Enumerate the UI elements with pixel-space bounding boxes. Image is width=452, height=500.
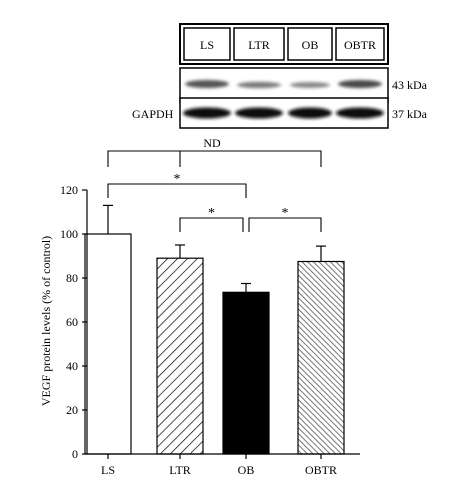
lane-cells — [183, 27, 385, 61]
gapdh-band-ob — [288, 107, 332, 119]
vegf-band-obtr — [338, 80, 382, 88]
x-tick-label-ls: LS — [101, 463, 115, 477]
x-tick-label-ob: OB — [238, 463, 255, 477]
lane-cell-obtr — [335, 27, 385, 61]
lane-label-ls: LS — [200, 38, 214, 52]
gapdh-band-ls — [183, 107, 231, 119]
bars — [84, 233, 345, 455]
bar-chart: ND * * * 0 20 40 60 80 100 120 LS LTR OB OBTR VEGF p… — [39, 136, 360, 477]
y-tick-label: 120 — [60, 183, 78, 197]
vegf-band-ls — [185, 80, 229, 88]
x-tick-label-obtr: OBTR — [305, 463, 337, 477]
bar-ls — [84, 233, 132, 455]
gapdh-row-label: GAPDH — [132, 107, 174, 121]
mw-label-43kda: 43 kDa — [392, 78, 428, 92]
lane-cell-ltr — [233, 27, 285, 61]
lane-cell-ob — [287, 27, 333, 61]
significance-star: * — [282, 206, 289, 221]
error-bars — [103, 204, 326, 293]
bar-ltr — [156, 257, 204, 455]
y-tick-label: 60 — [66, 315, 78, 329]
significance-star: * — [208, 206, 215, 221]
lane-label-ltr: LTR — [248, 38, 270, 52]
significance-brackets: ND * * * — [107, 136, 322, 232]
lane-label-ob: OB — [302, 38, 319, 52]
gapdh-band-ltr — [235, 107, 283, 119]
lane-cell-ls — [183, 27, 231, 61]
bar-ob — [222, 291, 270, 455]
vegf-bands — [185, 80, 382, 89]
lane-label-obtr: OBTR — [344, 38, 376, 52]
x-tick-label-ltr: LTR — [169, 463, 191, 477]
significance-bracket — [248, 217, 322, 232]
y-tick-label: 0 — [72, 447, 78, 461]
western-blot: LS LTR OB OBTR 43 kDa GAPDH 37 kDa — [132, 23, 428, 129]
significance-bracket — [107, 150, 322, 167]
significance-nd-label: ND — [203, 136, 221, 150]
mw-label-37kda: 37 kDa — [392, 107, 428, 121]
y-tick-label: 40 — [66, 359, 78, 373]
y-tick-label: 100 — [60, 227, 78, 241]
gapdh-bands — [183, 107, 384, 119]
bar-obtr — [297, 260, 345, 455]
y-tick-label: 80 — [66, 271, 78, 285]
significance-bracket — [179, 217, 244, 232]
y-tick-label: 20 — [66, 403, 78, 417]
vegf-band-ltr — [237, 81, 281, 89]
vegf-band-ob — [290, 82, 330, 88]
significance-star: * — [174, 172, 181, 187]
y-axis: 0 20 40 60 80 100 120 — [60, 183, 88, 461]
y-axis-title: VEGF protein levels (% of control) — [39, 236, 53, 406]
significance-bracket — [107, 183, 247, 198]
x-axis: LS LTR OB OBTR — [87, 453, 360, 477]
gapdh-band-obtr — [336, 107, 384, 119]
